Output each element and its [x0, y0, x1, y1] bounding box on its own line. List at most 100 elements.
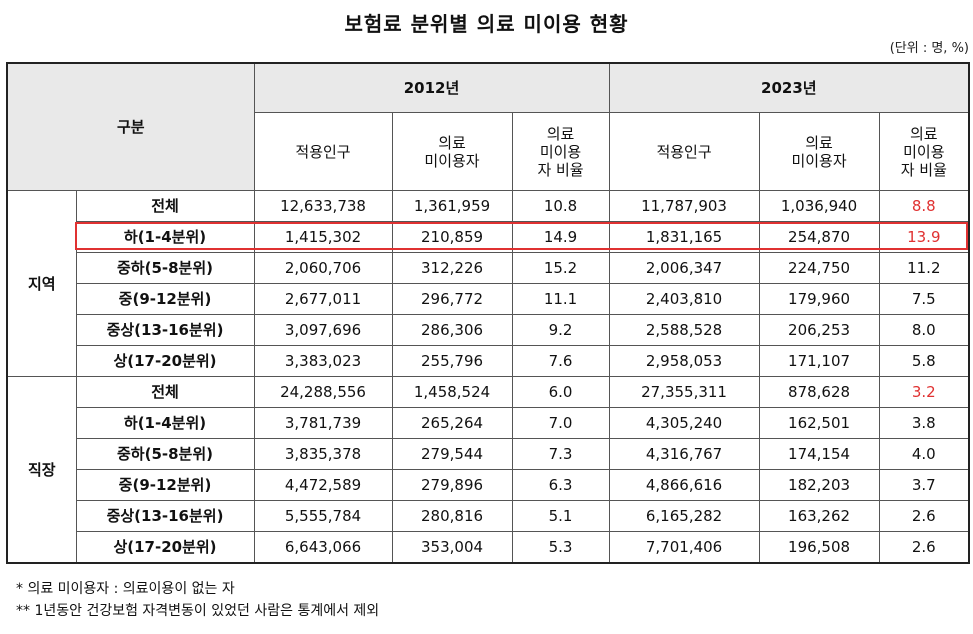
nonuse-2023-cell: 254,870: [758, 221, 880, 253]
header-pop-2023: 적용인구: [608, 112, 760, 191]
nonuse-2023-cell: 179,960: [758, 283, 880, 315]
table-row: 하(1-4분위) 1,415,302 210,859 14.9 1,831,165 254…: [7, 221, 970, 253]
table-row: 중하(5-8분위) 3,835,378 279,544 7.3 4,316,767 174…: [7, 438, 970, 470]
rate-2023-cell: 3.2: [878, 376, 970, 408]
nonuse-2023-cell: 163,262: [758, 500, 880, 532]
nonuse-2012-cell: 255,796: [391, 345, 513, 377]
header-pop-2012: 적용인구: [253, 112, 393, 191]
pop-2012-cell: 6,643,066: [253, 531, 393, 564]
category-cell: 중하(5-8분위): [75, 438, 255, 470]
rate-2012-cell: 7.0: [511, 407, 610, 439]
table-row: 중(9-12분위) 4,472,589 279,896 6.3 4,866,616 182…: [7, 469, 970, 501]
nonuse-2012-cell: 280,816: [391, 500, 513, 532]
nonuse-2023-cell: 182,203: [758, 469, 880, 501]
table-row: 직장 전체 24,288,556 1,458,524 6.0 27,355,311 878,…: [6, 376, 970, 564]
pop-2012-cell: 4,472,589: [253, 469, 393, 501]
category-cell: 중(9-12분위): [75, 469, 255, 501]
footnote-2: ** 1년동안 건강보험 자격변동이 있었던 사람은 통계에서 제외: [16, 603, 380, 619]
pop-2023-cell: 7,701,406: [608, 531, 760, 564]
pop-2023-cell: 11,787,903: [608, 190, 760, 222]
category-cell: 상(17-20분위): [75, 531, 255, 564]
table-body: 지역 전체 12,633,738 1,361,959 10.8 11,787,903 1,0…: [6, 190, 970, 564]
pop-2023-cell: 6,165,282: [608, 500, 760, 532]
nonuse-2012-cell: 265,264: [391, 407, 513, 439]
nonuse-2023-cell: 206,253: [758, 314, 880, 346]
pop-2023-cell: 4,305,240: [608, 407, 760, 439]
nonuse-2012-cell: 1,458,524: [391, 376, 513, 408]
nonuse-2012-cell: 279,544: [391, 438, 513, 470]
pop-2023-cell: 2,006,347: [608, 252, 760, 284]
page-title: 보험료 분위별 의료 미이용 현황: [344, 12, 629, 36]
category-cell: 전체: [75, 376, 255, 408]
rate-2023-cell: 5.8: [878, 345, 970, 377]
pop-2023-cell: 2,403,810: [608, 283, 760, 315]
pop-2023-cell: 4,866,616: [608, 469, 760, 501]
category-cell: 하(1-4분위): [75, 407, 255, 439]
table-row: 상(17-20분위) 6,643,066 353,004 5.3 7,701,406 19…: [7, 531, 970, 564]
unit-label: (단위 : 명, %): [889, 41, 969, 56]
nonuse-2023-cell: 174,154: [758, 438, 880, 470]
rate-2012-cell: 6.0: [511, 376, 610, 408]
rate-2023-cell: 8.8: [878, 190, 970, 222]
pop-2012-cell: 1,415,302: [253, 221, 393, 253]
group-label: 지역: [6, 190, 77, 377]
category-cell: 중상(13-16분위): [75, 500, 255, 532]
nonuse-2012-cell: 286,306: [391, 314, 513, 346]
nonuse-2012-cell: 1,361,959: [391, 190, 513, 222]
pop-2012-cell: 3,835,378: [253, 438, 393, 470]
rate-2012-cell: 7.3: [511, 438, 610, 470]
pop-2012-cell: 3,383,023: [253, 345, 393, 377]
nonuse-2023-cell: 224,750: [758, 252, 880, 284]
rate-2023-cell: 7.5: [878, 283, 970, 315]
category-cell: 중(9-12분위): [75, 283, 255, 315]
category-cell: 상(17-20분위): [75, 345, 255, 377]
category-cell: 전체: [75, 190, 255, 222]
footnote-1: * 의료 미이용자 : 의료이용이 없는 자: [16, 581, 235, 597]
rate-2023-cell: 13.9: [878, 221, 970, 253]
table-row: 중(9-12분위) 2,677,011 296,772 11.1 2,403,810 17…: [7, 283, 970, 315]
rate-2023-cell: 2.6: [878, 531, 970, 564]
pop-2012-cell: 2,677,011: [253, 283, 393, 315]
pop-2023-cell: 2,958,053: [608, 345, 760, 377]
rate-2012-cell: 9.2: [511, 314, 610, 346]
pop-2023-cell: 1,831,165: [608, 221, 760, 253]
table-row: 지역 전체 12,633,738 1,361,959 10.8 11,787,903 1,0…: [6, 190, 970, 377]
category-cell: 중하(5-8분위): [75, 252, 255, 284]
pop-2012-cell: 24,288,556: [253, 376, 393, 408]
pop-2012-cell: 3,097,696: [253, 314, 393, 346]
table-row: 중상(13-16분위) 5,555,784 280,816 5.1 6,165,282 1…: [7, 500, 970, 532]
rate-2023-cell: 2.6: [878, 500, 970, 532]
header-year-2012: 2012년: [253, 62, 610, 113]
rate-2012-cell: 10.8: [511, 190, 610, 222]
pop-2012-cell: 2,060,706: [253, 252, 393, 284]
pop-2012-cell: 5,555,784: [253, 500, 393, 532]
rate-2012-cell: 5.3: [511, 531, 610, 564]
header-nonuse-2012: 의료 미이용자: [391, 112, 513, 191]
nonuse-2012-cell: 312,226: [391, 252, 513, 284]
nonuse-2012-cell: 279,896: [391, 469, 513, 501]
rate-2023-cell: 4.0: [878, 438, 970, 470]
nonuse-2023-cell: 1,036,940: [758, 190, 880, 222]
nonuse-2012-cell: 296,772: [391, 283, 513, 315]
rate-2023-cell: 11.2: [878, 252, 970, 284]
rate-2012-cell: 11.1: [511, 283, 610, 315]
rate-2012-cell: 14.9: [511, 221, 610, 253]
header-group: 구분: [6, 62, 255, 191]
header-rate-2012: 의료 미이용 자 비율: [511, 112, 610, 191]
rate-2012-cell: 5.1: [511, 500, 610, 532]
nonuse-2023-cell: 162,501: [758, 407, 880, 439]
rate-2012-cell: 7.6: [511, 345, 610, 377]
nonuse-2023-cell: 878,628: [758, 376, 880, 408]
category-cell: 중상(13-16분위): [75, 314, 255, 346]
table-row: 중하(5-8분위) 2,060,706 312,226 15.2 2,006,347 22…: [7, 252, 970, 284]
rate-2023-cell: 8.0: [878, 314, 970, 346]
group-label: 직장: [6, 376, 77, 564]
header-year-2023: 2023년: [608, 62, 970, 113]
nonuse-2023-cell: 196,508: [758, 531, 880, 564]
footnotes: * 의료 미이용자 : 의료이용이 없는 자 ** 1년동안 건강보험 자격변동…: [16, 578, 379, 622]
rate-2012-cell: 15.2: [511, 252, 610, 284]
pop-2012-cell: 12,633,738: [253, 190, 393, 222]
pop-2023-cell: 27,355,311: [608, 376, 760, 408]
header-rate-2023: 의료 미이용 자 비율: [878, 112, 970, 191]
nonuse-2012-cell: 210,859: [391, 221, 513, 253]
